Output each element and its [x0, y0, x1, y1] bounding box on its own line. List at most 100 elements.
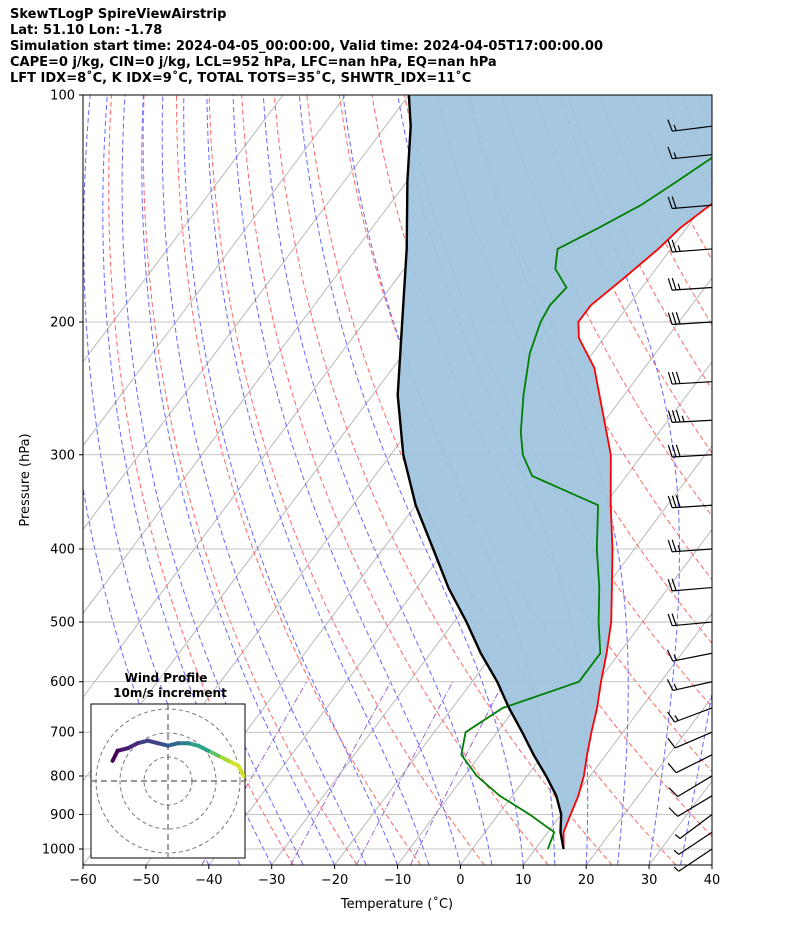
barb-flag	[674, 715, 679, 721]
dry-adiabat-line	[142, 95, 358, 865]
isotherm-line	[83, 95, 410, 531]
barb-shaft	[672, 454, 713, 458]
indices-line: LFT IDX=8˚C, K IDX=9˚C, TOTAL TOTS=35˚C,…	[10, 71, 472, 86]
temperature-line	[562, 202, 712, 849]
y-axis-label: Pressure (hPa)	[18, 433, 33, 526]
isotherm-line	[585, 696, 712, 865]
isotherm-line	[711, 864, 712, 865]
wind-barb	[674, 814, 713, 840]
barb-flag	[677, 283, 681, 290]
dry-adiabat-line	[763, 95, 794, 865]
barb-shaft	[672, 419, 713, 423]
y-tick-label: 600	[50, 675, 75, 690]
x-tick-label: −10	[384, 873, 411, 888]
dry-adiabat-line	[730, 95, 794, 865]
barb-flag	[673, 683, 678, 690]
x-tick-label: −40	[195, 873, 222, 888]
barb-flag	[673, 866, 680, 872]
wind-profile-inset: Wind Profile 10m/s increment	[90, 671, 246, 859]
barb-shaft	[672, 548, 713, 553]
x-tick-label: 0	[456, 873, 464, 888]
mixing-ratio-line	[290, 681, 392, 865]
mixing-ratio-line	[355, 681, 454, 865]
barb-flag	[667, 444, 673, 458]
moist-adiabat-line	[232, 95, 461, 865]
wind-barb	[673, 831, 713, 855]
wind-barb	[667, 239, 713, 253]
y-tick-label: 400	[50, 542, 75, 557]
barb-flag	[667, 737, 676, 749]
barb-flag	[671, 539, 677, 552]
isotherm-line	[334, 361, 712, 865]
barb-flag	[671, 239, 677, 252]
barb-flag	[671, 613, 677, 626]
barb-flag	[675, 495, 681, 508]
barb-shaft	[674, 731, 713, 749]
barb-flag	[667, 146, 673, 159]
x-tick-label: 20	[578, 873, 595, 888]
x-tick-label: −60	[69, 873, 96, 888]
cape-cin-shading	[397, 95, 712, 849]
wind-barb	[667, 731, 713, 749]
barb-flag	[673, 152, 677, 159]
barb-flag	[673, 124, 677, 131]
barb-flag	[675, 409, 681, 423]
wind-barb	[667, 146, 713, 160]
barb-flag	[667, 711, 676, 723]
barb-flag	[671, 444, 677, 457]
moist-adiabat-line	[711, 862, 712, 865]
wind-barb	[667, 495, 713, 509]
barb-shaft	[678, 831, 713, 855]
barb-flag	[667, 119, 673, 132]
inset-title: Wind Profile	[125, 671, 208, 685]
wind-barb	[668, 795, 713, 817]
moist-adiabat-line	[298, 95, 524, 865]
wind-barb	[673, 848, 713, 872]
wind-barb	[667, 409, 713, 423]
barb-flag	[668, 787, 679, 797]
hodograph-segment	[110, 748, 120, 763]
chart-header: SkewTLogP SpireViewAirstrip Lat: 51.10 L…	[10, 7, 603, 87]
barb-flag	[667, 372, 673, 385]
y-tick-label: 700	[50, 726, 75, 741]
parcel-line	[396, 95, 565, 850]
dry-adiabat-line	[241, 95, 549, 865]
wind-barb	[667, 539, 713, 553]
barb-flag	[681, 415, 685, 422]
barb-shaft	[672, 652, 713, 662]
mixing-ratio-line	[409, 681, 505, 865]
y-tick-label: 100	[50, 89, 75, 104]
barb-flag	[677, 545, 681, 552]
barb-shaft	[672, 248, 713, 253]
barb-flag	[667, 495, 673, 508]
wind-barb	[667, 444, 713, 458]
barb-flag	[667, 196, 673, 209]
chart-title: SkewTLogP SpireViewAirstrip	[10, 7, 227, 22]
wind-barb	[666, 679, 713, 692]
wind-barb	[667, 754, 713, 774]
barb-flag	[667, 762, 677, 774]
barb-flag	[666, 649, 674, 662]
barb-shaft	[672, 681, 713, 692]
wind-barb	[667, 312, 713, 326]
barb-flag	[671, 371, 677, 384]
barb-flag	[674, 834, 681, 839]
barb-flag	[675, 312, 681, 325]
y-tick-label: 200	[50, 315, 75, 330]
barb-flag	[671, 578, 677, 591]
barb-shaft	[677, 795, 713, 817]
isotherm-line	[83, 95, 347, 447]
barb-flag	[671, 312, 677, 325]
barb-flag	[671, 277, 677, 291]
wind-barb	[667, 277, 713, 291]
barb-flag	[671, 410, 677, 423]
moist-adiabat-line	[121, 95, 304, 865]
y-tick-label: 900	[50, 808, 75, 823]
barb-flag	[666, 679, 674, 691]
inset-subtitle: 10m/s increment	[113, 686, 227, 700]
y-tick-label: 300	[50, 448, 75, 463]
profile-series	[396, 95, 712, 850]
y-tick-label: 500	[50, 616, 75, 631]
barb-shaft	[675, 754, 713, 774]
